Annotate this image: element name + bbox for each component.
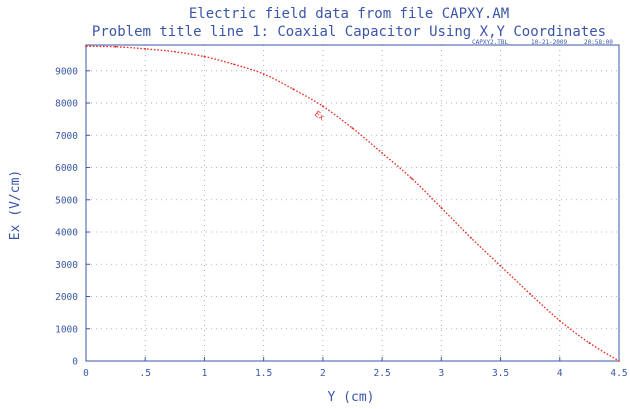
y-tick-label: 1000 [55, 324, 78, 335]
data-point [529, 293, 532, 295]
x-tick-label: 1 [202, 368, 208, 379]
data-point [351, 127, 354, 130]
plot-frame [85, 44, 620, 362]
y-tick-label: 7000 [55, 131, 78, 142]
x-tick-label: .5 [139, 368, 150, 379]
chart-subtitle: Problem title line 1: Coaxial Capacitor … [92, 24, 606, 40]
x-axis-label: Y (cm) [328, 390, 375, 405]
grid [86, 45, 619, 361]
axes [85, 44, 620, 362]
y-tick-label: 3000 [55, 260, 78, 271]
data-point [114, 45, 117, 48]
data-point [499, 264, 502, 267]
x-tick-label: 2.5 [374, 368, 391, 379]
y-tick-label: 9000 [55, 66, 78, 77]
y-tick-label: 0 [72, 357, 78, 368]
data-point [144, 47, 147, 50]
data-point [292, 88, 295, 91]
series-layer [85, 45, 620, 362]
y-tick-label: 5000 [55, 195, 78, 206]
data-point [381, 152, 384, 154]
chart-title: Electric field data from file CAPXY.AM [189, 6, 509, 22]
x-tick-label: 2 [320, 368, 326, 379]
data-point [203, 55, 206, 58]
y-tick-label: 6000 [55, 163, 78, 174]
data-point [618, 360, 620, 362]
x-tick-label: 4.5 [610, 368, 627, 379]
data-point [173, 50, 176, 53]
y-tick-label: 2000 [55, 292, 78, 303]
data-point [558, 319, 561, 322]
x-tick-label: 3.5 [492, 368, 509, 379]
x-tick-label: 4 [557, 368, 563, 379]
data-point [262, 73, 265, 75]
x-tick-labels: 0 .5 1 1.5 2 2.5 3 3.5 4 4.5 [83, 368, 627, 379]
data-point [470, 236, 472, 239]
y-tick-labels: 0 1000 2000 3000 4000 5000 6000 7000 8000 9000 [55, 66, 78, 367]
file-tag: CAPXY2.TBL [472, 39, 509, 46]
x-tick-label: 3 [438, 368, 444, 379]
y-tick-label: 4000 [55, 228, 78, 239]
data-point [85, 45, 87, 48]
series-line-ex [85, 45, 620, 362]
y-tick-label: 8000 [55, 99, 78, 110]
data-point [321, 105, 324, 108]
data-point [233, 63, 235, 66]
time-stamp: 20:58:00 [584, 39, 613, 46]
x-tick-label: 1.5 [255, 368, 272, 379]
y-axis-label: Ex (V/cm) [8, 170, 23, 240]
date-stamp: 10-21-2009 [531, 39, 568, 46]
data-point [588, 342, 591, 344]
x-tick-label: 0 [83, 368, 89, 379]
series-label-ex: Ex [313, 109, 326, 122]
data-point [410, 177, 413, 180]
data-point [440, 206, 443, 209]
